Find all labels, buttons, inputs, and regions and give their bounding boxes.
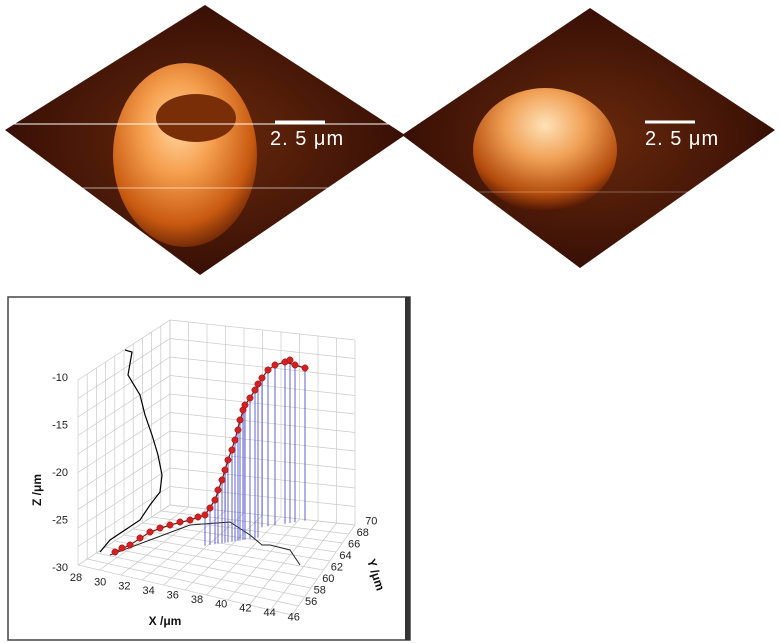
trajectory-point (229, 447, 235, 453)
trajectory-point (202, 512, 208, 518)
y-tick-label: 68 (357, 527, 369, 539)
afm-image-left: 2. 5 μm (5, 5, 405, 275)
trajectory-point (242, 402, 248, 408)
scale-bar-label: 2. 5 μm (270, 128, 344, 150)
x-axis-label: X /μm (149, 614, 182, 628)
x-tick-label: 40 (215, 598, 227, 610)
z-tick-label: -15 (52, 419, 68, 431)
x-tick-label: 34 (142, 585, 154, 597)
trajectory-point (287, 357, 293, 363)
trajectory-point (259, 375, 265, 381)
y-tick-label: 64 (339, 550, 351, 562)
y-tick-label: 66 (348, 538, 360, 550)
y-tick-label: 56 (305, 596, 317, 608)
z-tick-label: -30 (52, 562, 68, 574)
trajectory-point (247, 395, 253, 401)
z-tick-label: -20 (52, 467, 68, 479)
z-axis-label: Z /μm (30, 474, 44, 506)
y-tick-label: 62 (331, 561, 343, 573)
trajectory-point (237, 417, 243, 423)
trajectory-point (112, 549, 118, 555)
figure: 2. 5 μm 2. 5 μm Z /μm X /μm Y /μm -10-15… (0, 0, 780, 643)
trajectory-point (225, 457, 231, 463)
scale-bar-label: 2. 5 μm (645, 128, 719, 150)
trajectory-point (137, 535, 143, 541)
trajectory-point (157, 525, 163, 531)
trajectory-point (235, 427, 241, 433)
trajectory-point (119, 545, 125, 551)
trajectory-point (252, 387, 258, 393)
trajectory-point (292, 362, 298, 368)
trajectory-point (147, 529, 153, 535)
z-tick-label: -10 (52, 372, 68, 384)
trajectory-point (127, 542, 133, 548)
trajectory-point (255, 381, 261, 387)
trajectory-point (215, 487, 221, 493)
x-tick-label: 42 (239, 603, 251, 615)
trajectory-point (272, 362, 278, 368)
trajectory-point (212, 497, 218, 503)
y-tick-label: 58 (314, 584, 326, 596)
y-tick-label: 70 (365, 515, 377, 527)
x-tick-label: 36 (167, 590, 179, 602)
afm-image-right: 2. 5 μm (402, 8, 775, 268)
trajectory-point (265, 367, 271, 373)
trajectory-point (207, 505, 213, 511)
trajectory-point (187, 517, 193, 523)
trajectory-point (219, 477, 225, 483)
y-tick-label: 60 (322, 573, 334, 585)
x-tick-label: 28 (70, 572, 82, 584)
z-tick-label: -25 (52, 514, 68, 526)
trajectory-point (167, 522, 173, 528)
x-tick-label: 44 (263, 607, 275, 619)
trajectory-point (195, 514, 201, 520)
trajectory-point (177, 519, 183, 525)
trajectory-point (222, 467, 228, 473)
trajectory-point (302, 365, 308, 371)
x-tick-label: 30 (94, 576, 106, 588)
x-tick-label: 46 (288, 612, 300, 624)
x-tick-label: 38 (191, 594, 203, 606)
x-tick-label: 32 (118, 581, 130, 593)
trajectory-point (232, 437, 238, 443)
